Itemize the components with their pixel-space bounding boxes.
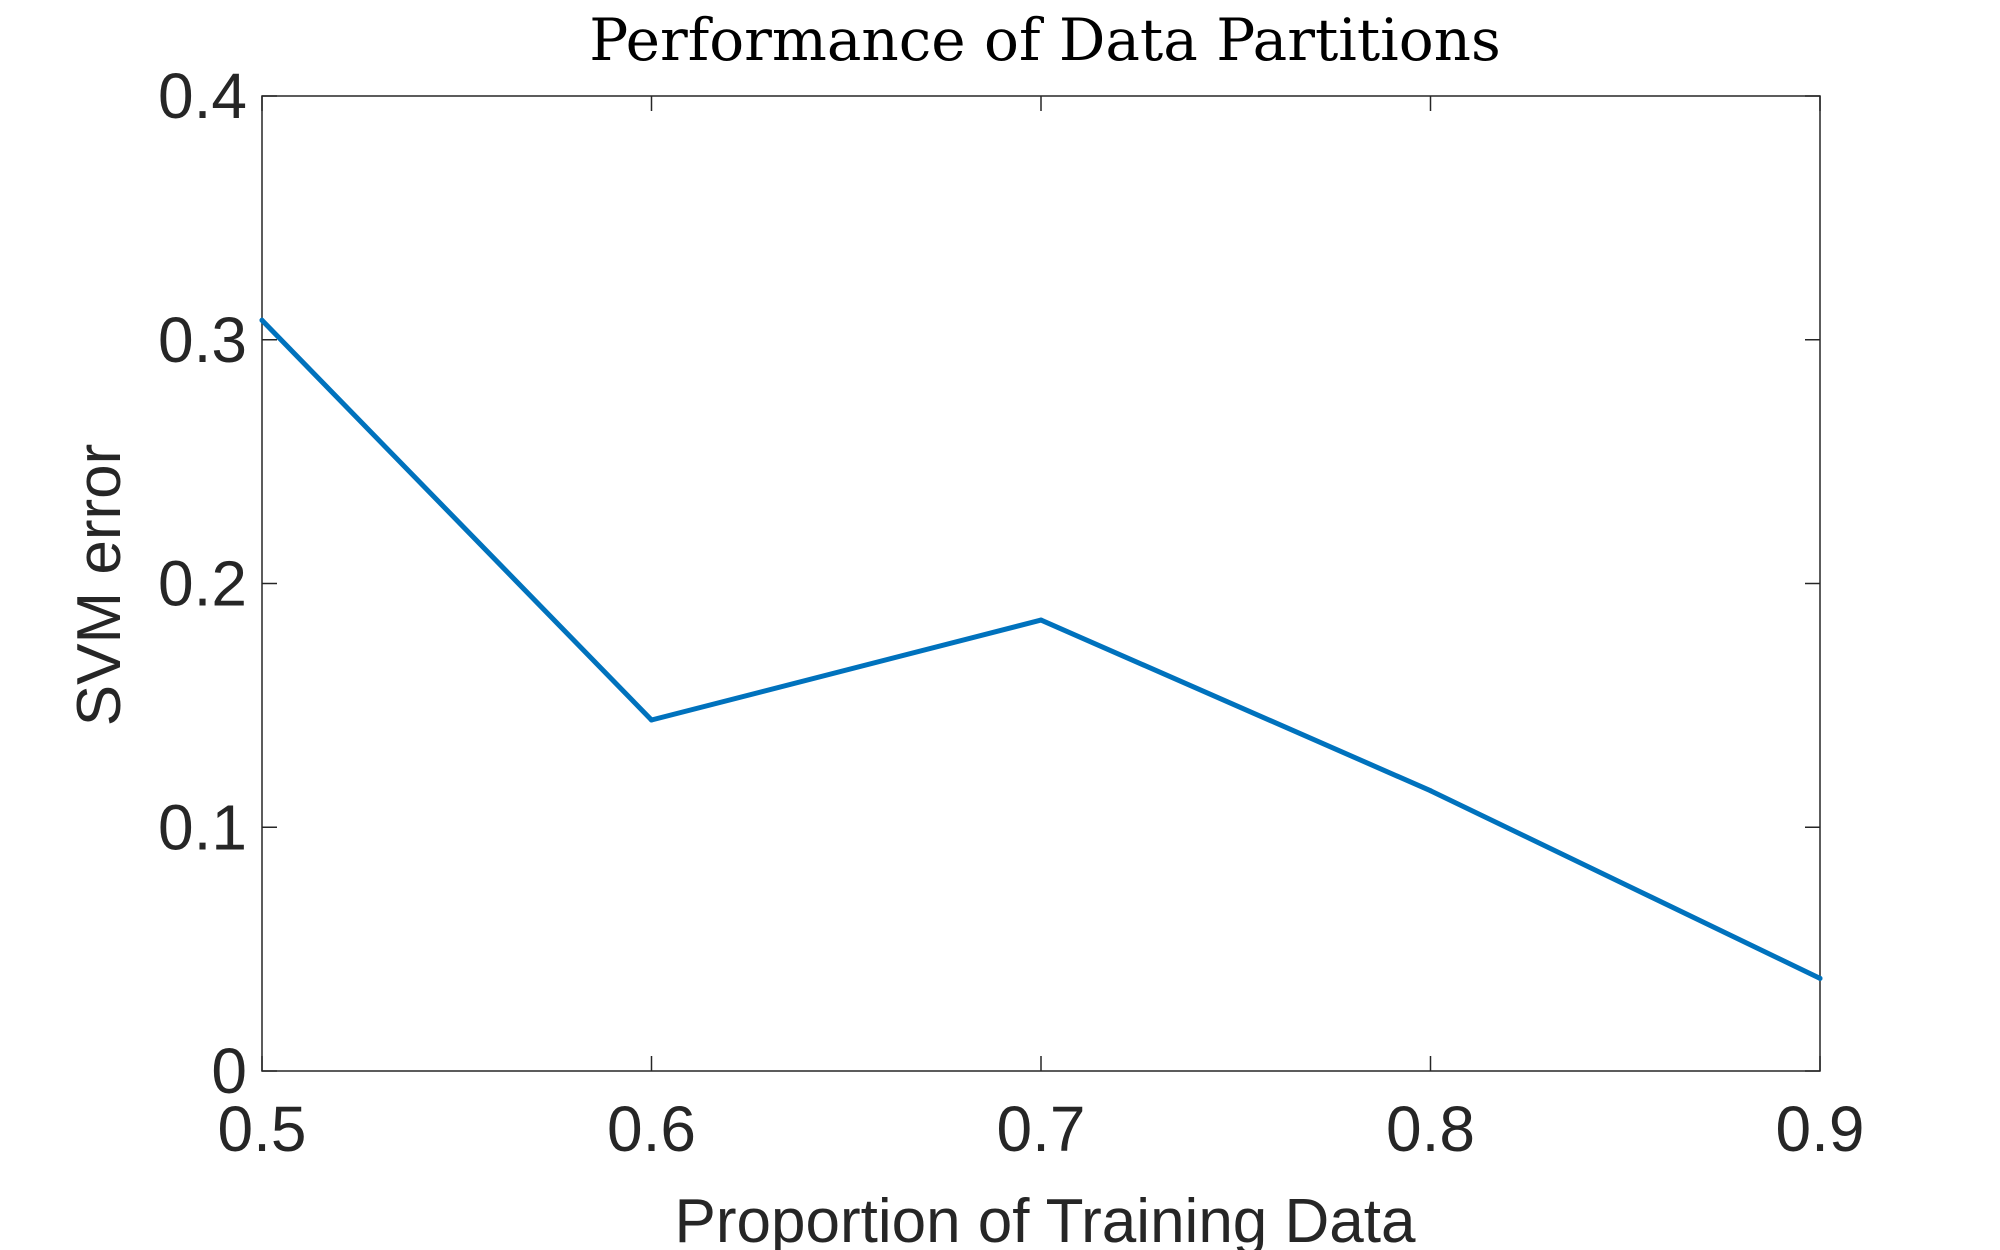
data-point bbox=[1817, 975, 1823, 981]
data-point bbox=[1038, 617, 1044, 623]
y-axis-ticks bbox=[262, 95, 1820, 1072]
x-axis-label: Proportion of Training Data bbox=[675, 1187, 1416, 1250]
chart-title: Performance of Data Partitions bbox=[589, 6, 1500, 74]
x-tick-label: 0.6 bbox=[607, 1093, 696, 1165]
x-tick-label: 0.5 bbox=[218, 1093, 307, 1165]
plot-area bbox=[261, 95, 1821, 1072]
data-point bbox=[1428, 788, 1433, 794]
x-axis-ticks bbox=[261, 96, 1821, 1071]
x-tick-label: 0.7 bbox=[997, 1093, 1086, 1165]
y-tick-label: 0.1 bbox=[158, 791, 247, 863]
data-point bbox=[259, 317, 265, 323]
y-tick-label: 0.3 bbox=[158, 304, 247, 376]
y-tick-label: 0 bbox=[211, 1035, 247, 1107]
x-tick-label: 0.8 bbox=[1386, 1093, 1475, 1165]
y-axis-label: SVM error bbox=[65, 444, 134, 726]
y-axis-tick-labels: 0 0.1 0.2 0.3 0.4 bbox=[158, 60, 247, 1107]
x-axis-tick-labels: 0.5 0.6 0.7 0.8 0.9 bbox=[218, 1093, 1865, 1165]
x-tick-label: 0.9 bbox=[1776, 1093, 1865, 1165]
data-point bbox=[649, 717, 654, 723]
y-tick-label: 0.4 bbox=[158, 60, 247, 132]
y-tick-label: 0.2 bbox=[158, 548, 247, 620]
data-points bbox=[259, 317, 1823, 981]
